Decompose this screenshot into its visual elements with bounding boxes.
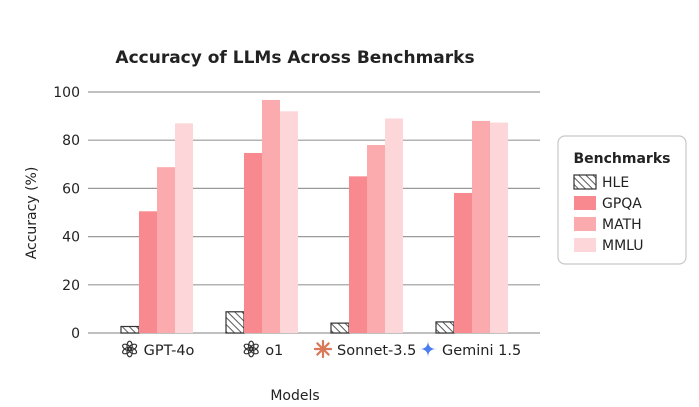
- bar-math-gemini-1-5: [472, 120, 490, 333]
- bar-mmlu-sonnet-3-5: [385, 118, 403, 333]
- legend-swatch-gpqa: [574, 196, 596, 210]
- y-tick-label: 40: [62, 230, 80, 246]
- y-tick-label: 20: [62, 278, 80, 294]
- bar-hle-sonnet-3-5: [330, 322, 350, 334]
- x-axis: GPT-4o o1 Sonnet-3.5 Gemini 1.5: [122, 339, 521, 359]
- y-axis: 0 20 40 60 80 100: [53, 85, 80, 342]
- x-axis-label: Models: [270, 388, 319, 404]
- bar-hle-o1: [225, 311, 245, 334]
- bar-gpqa-gpt-4o: [139, 211, 157, 333]
- bar-mmlu-gpt-4o: [175, 123, 193, 333]
- openai-logo-icon: [122, 340, 138, 358]
- bar-mmlu-o1: [280, 111, 298, 333]
- legend-swatch-hle: [573, 174, 597, 190]
- bar-math-gpt-4o: [157, 167, 175, 333]
- legend-swatch-mmlu: [574, 238, 596, 252]
- anthropic-star-icon: [313, 339, 333, 359]
- openai-logo-icon: [243, 340, 259, 358]
- y-tick-label: 100: [53, 85, 80, 101]
- legend-swatch-math: [574, 217, 596, 231]
- legend-frame: [557, 135, 687, 265]
- gemini-sparkle-icon: [419, 340, 437, 358]
- legend-title: Benchmarks: [574, 151, 671, 167]
- x-tick-label: GPT-4o: [144, 343, 195, 359]
- bar-math-sonnet-3-5: [367, 145, 385, 333]
- bar-math-o1: [262, 99, 280, 333]
- legend-label-hle: HLE: [602, 175, 629, 191]
- legend-label-mmlu: MMLU: [602, 238, 644, 254]
- bar-hle-gemini-1-5: [435, 321, 455, 334]
- y-tick-label: 80: [62, 133, 80, 149]
- bar-gpqa-o1: [244, 152, 262, 333]
- y-tick-label: 60: [62, 181, 80, 197]
- bar-mmlu-gemini-1-5: [490, 122, 508, 334]
- bars: [120, 99, 508, 334]
- legend-label-math: MATH: [602, 217, 642, 233]
- x-tick-label: o1: [265, 343, 283, 359]
- bar-gpqa-gemini-1-5: [454, 192, 472, 333]
- legend-label-gpqa: GPQA: [602, 196, 642, 212]
- y-tick-label: 0: [71, 326, 80, 342]
- bar-hle-gpt-4o: [120, 325, 140, 334]
- x-tick-label: Sonnet-3.5: [337, 343, 416, 359]
- bar-gpqa-sonnet-3-5: [349, 176, 367, 333]
- legend: Benchmarks HLE GPQA MATH MMLU: [557, 135, 687, 265]
- y-axis-label: Accuracy (%): [24, 167, 40, 260]
- chart-title: Accuracy of LLMs Across Benchmarks: [115, 48, 474, 68]
- x-tick-label: Gemini 1.5: [442, 343, 521, 359]
